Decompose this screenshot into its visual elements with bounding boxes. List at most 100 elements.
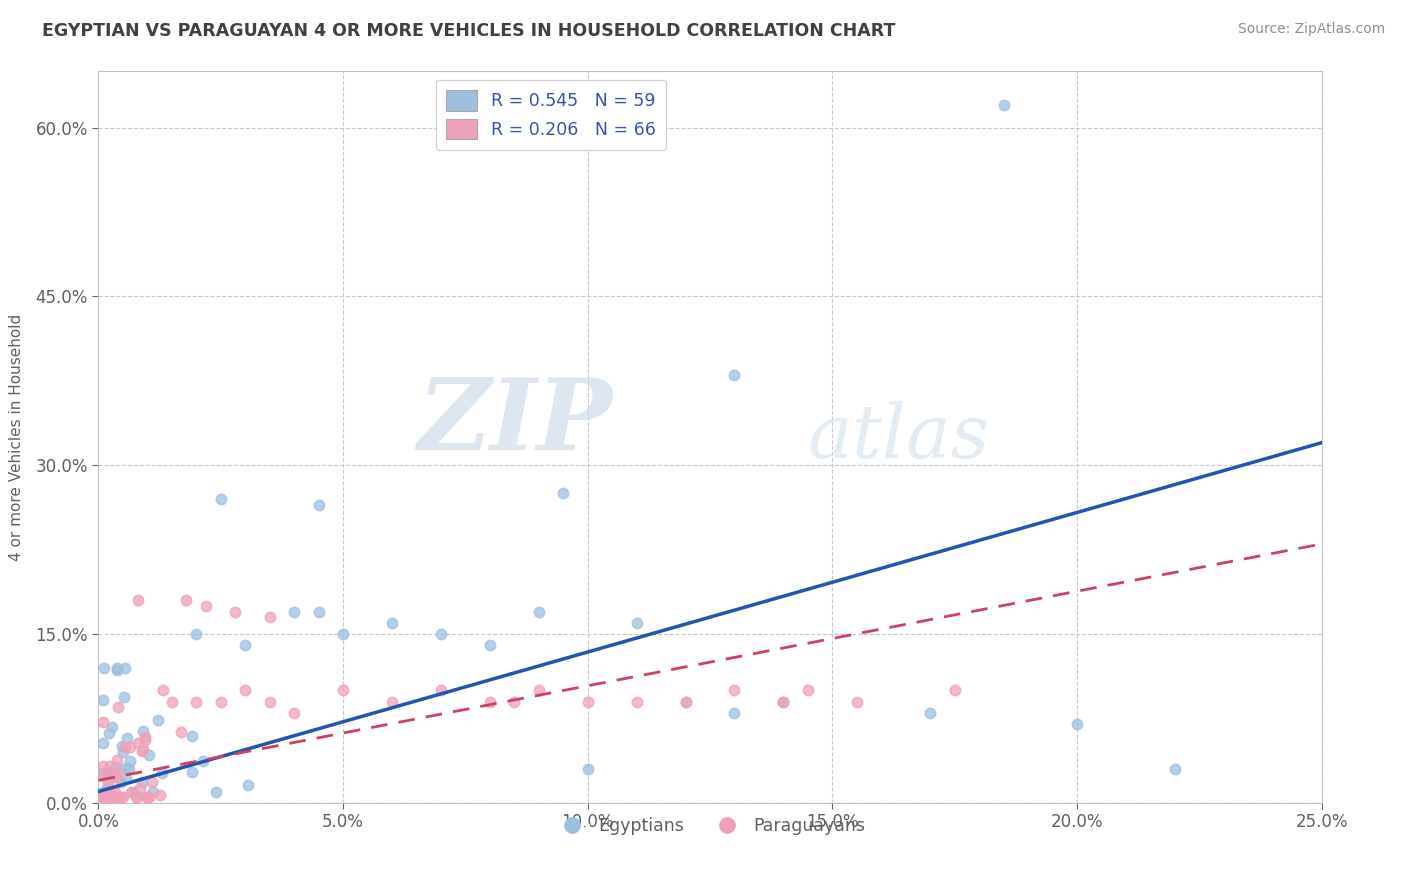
Point [576,762,599,776]
Point [124,784,146,798]
Point [112,690,135,704]
Point [105,764,128,779]
Point [134,730,156,744]
Point [138,790,160,805]
Point [920,706,942,720]
Point [91,784,114,798]
Point [93,661,115,675]
Point [283,605,305,619]
Point [381,694,404,708]
Point [169,725,191,739]
Point [224,605,246,619]
Point [259,610,281,624]
Point [259,694,281,708]
Point [100,720,122,734]
Point [114,761,136,775]
Point [105,661,128,675]
Point [772,694,794,708]
Point [772,694,794,708]
Point [1066,717,1088,731]
Point [138,747,160,762]
Point [845,694,868,708]
Point [104,789,127,804]
Text: EGYPTIAN VS PARAGUAYAN 4 OR MORE VEHICLES IN HOUSEHOLD CORRELATION CHART: EGYPTIAN VS PARAGUAYAN 4 OR MORE VEHICLE… [42,22,896,40]
Point [149,789,172,803]
Point [97,790,120,805]
Point [114,661,136,675]
Point [98,769,121,783]
Point [233,638,256,652]
Point [132,724,155,739]
Point [943,683,966,698]
Point [100,770,122,784]
Point [723,368,745,383]
Point [135,789,157,804]
Point [91,790,114,805]
Point [93,787,115,801]
Point [186,627,208,641]
Point [118,754,141,768]
Point [114,772,136,786]
Point [204,784,226,798]
Point [308,498,330,512]
Point [131,742,153,756]
Point [127,593,149,607]
Point [105,663,128,677]
Point [91,765,114,780]
Point [181,764,204,779]
Point [96,780,118,795]
Point [478,694,501,708]
Point [91,769,114,783]
Point [146,714,169,728]
Legend: Egyptians, Paraguayans: Egyptians, Paraguayans [548,810,872,842]
Text: Source: ZipAtlas.com: Source: ZipAtlas.com [1237,22,1385,37]
Point [430,627,453,641]
Point [576,694,599,708]
Point [105,760,128,774]
Point [111,790,134,805]
Point [1164,762,1187,776]
Point [233,683,256,698]
Point [91,693,114,707]
Point [131,744,153,758]
Point [105,770,128,784]
Point [103,790,125,805]
Point [111,739,134,754]
Point [186,694,208,708]
Point [332,683,354,698]
Point [236,778,259,792]
Point [91,790,114,805]
Point [195,599,218,613]
Point [107,699,129,714]
Point [381,615,404,630]
Point [118,740,141,755]
Point [134,732,156,747]
Point [97,726,120,740]
Point [131,775,153,789]
Point [675,694,697,708]
Point [127,736,149,750]
Point [723,706,745,720]
Point [114,740,136,755]
Point [150,765,173,780]
Point [103,767,125,781]
Point [108,790,131,805]
Text: atlas: atlas [808,401,990,474]
Point [142,784,165,798]
Point [193,754,215,768]
Point [125,790,148,805]
Text: ZIP: ZIP [418,375,612,471]
Point [129,780,152,795]
Point [723,683,745,698]
Point [209,694,232,708]
Point [503,694,526,708]
Point [136,790,159,805]
Point [553,486,575,500]
Point [100,787,122,801]
Point [104,784,127,798]
Point [181,729,204,743]
Point [120,785,142,799]
Point [332,627,354,641]
Point [993,98,1015,112]
Point [675,694,697,708]
